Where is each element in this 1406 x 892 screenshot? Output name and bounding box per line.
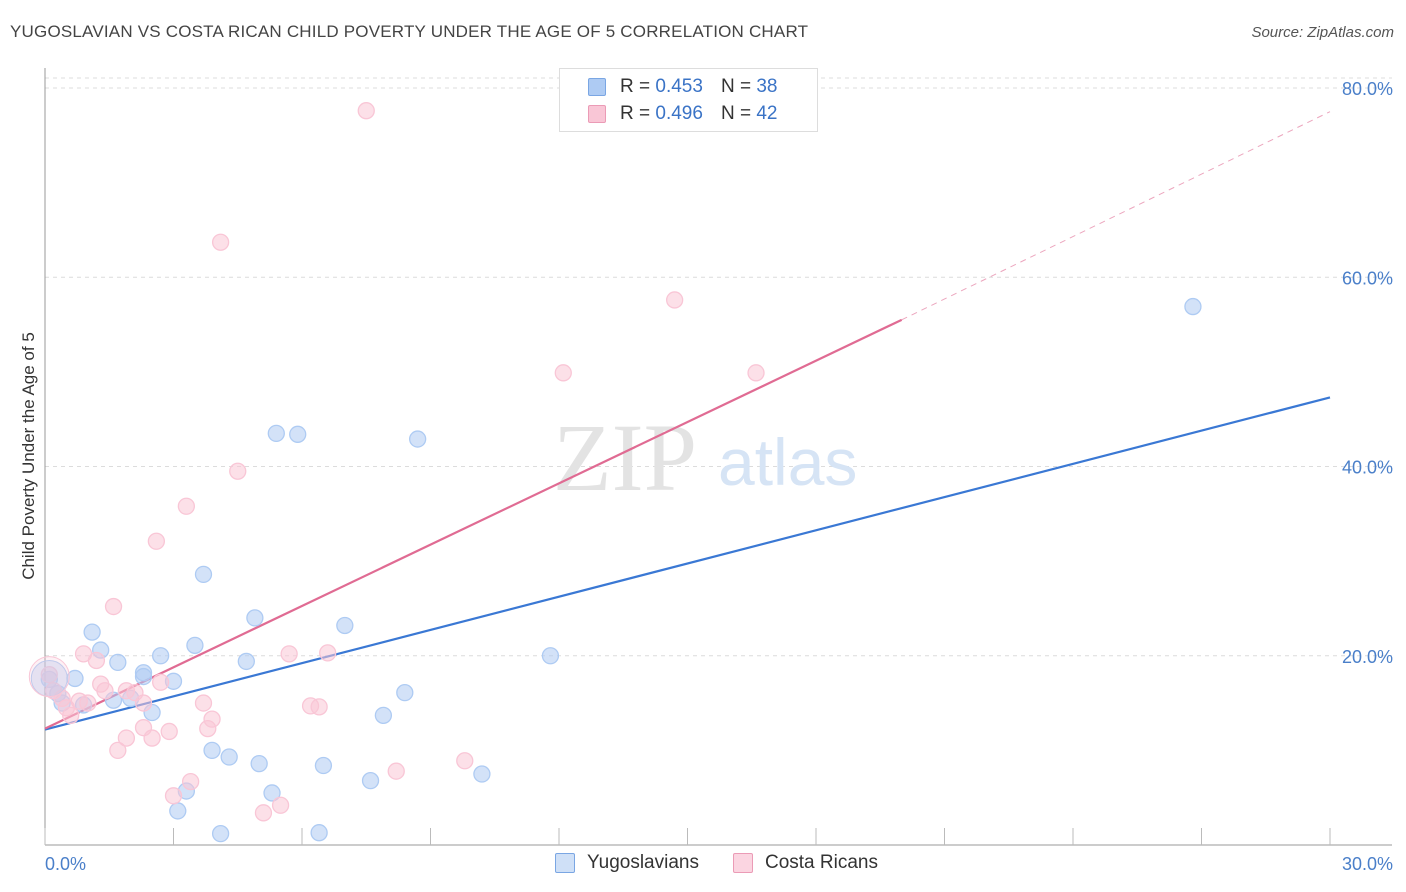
yugoslavian-point: [151, 647, 170, 665]
legend-n-value: 42: [756, 103, 778, 124]
yugoslavian-point: [1184, 297, 1202, 316]
series-legend-item-costa-ricans[interactable]: Costa Ricans: [732, 852, 878, 874]
tick-labels: 20.0% 40.0% 60.0% 80.0% 0.0% 30.0%: [45, 79, 1393, 874]
yugoslavian-point: [310, 824, 328, 842]
costa-rican-point: [229, 462, 247, 480]
costa-rican-point: [40, 666, 58, 684]
costa-rican-point: [87, 651, 106, 670]
yugoslavian-point: [314, 756, 333, 775]
yugoslavian-point: [237, 652, 255, 671]
costa-rican-point: [456, 752, 474, 770]
legend-r-value: 0.496: [655, 103, 703, 124]
costa-rican-point: [117, 729, 136, 747]
yugoslavian-point: [246, 609, 264, 627]
costa-rican-trend-line: [44, 318, 903, 730]
yugoslavian-point: [396, 684, 414, 702]
axes: [44, 68, 1392, 846]
y-tick-label: 20.0%: [1342, 647, 1393, 667]
legend-r-label: R =: [620, 103, 651, 124]
costa-rican-point: [310, 698, 328, 716]
costa-rican-point: [747, 364, 765, 382]
yugoslavian-point: [186, 636, 204, 654]
yugoslavian-point: [169, 802, 187, 820]
costa-rican-point: [177, 497, 196, 515]
costa-rican-point: [79, 694, 97, 712]
yugoslavian-point: [220, 748, 238, 766]
series-legend-label: Yugoslavians: [587, 852, 699, 873]
yugoslavian-point: [289, 425, 307, 443]
yugoslavian-trend-line: [44, 396, 1331, 731]
costa-rican-point: [160, 722, 178, 741]
data-points: [28, 102, 1202, 843]
costa-rican-point: [96, 682, 114, 700]
costa-rican-point: [254, 804, 273, 822]
costa-rican-point: [387, 762, 405, 780]
yugoslavian-point: [83, 623, 101, 641]
legend-n-value: 38: [756, 76, 778, 97]
yugoslavian-point: [267, 424, 285, 443]
costa-rican-point: [203, 710, 221, 728]
y-tick-label: 60.0%: [1342, 268, 1393, 288]
costa-rican-point: [104, 597, 123, 616]
source-label: Source: ZipAtlas.com: [1251, 24, 1394, 41]
legend-row-yugoslavians: R = 0.453 N = 38: [588, 75, 777, 99]
yugoslavian-point: [194, 565, 213, 584]
costa-rican-point: [271, 796, 290, 814]
grid-lines: [45, 77, 1392, 657]
series-legend-label: Costa Ricans: [764, 852, 878, 873]
yugoslavian-point: [408, 430, 427, 448]
y-tick-label: 40.0%: [1342, 458, 1393, 478]
costa-rican-point: [211, 233, 230, 251]
yugoslavian-point: [336, 616, 354, 635]
costa-rican-point: [147, 532, 166, 550]
costa-rican-point: [194, 694, 213, 712]
series-swatch-costa-ricans: [732, 853, 753, 873]
yugoslavian-point: [250, 754, 268, 773]
costa-rican-point: [554, 364, 572, 382]
yugoslavian-point: [211, 824, 230, 843]
series-legend-item-yugoslavians[interactable]: Yugoslavians: [555, 852, 699, 874]
yugoslavian-point: [203, 741, 221, 760]
costa-rican-point: [666, 291, 684, 309]
watermark-zip: ZIP: [553, 404, 697, 511]
yugoslavian-point: [109, 653, 127, 672]
costa-rican-point: [357, 102, 375, 120]
legend-r-value: 0.453: [655, 76, 703, 97]
costa-rican-point-cluster: [28, 656, 70, 698]
x-tick-label: 0.0%: [45, 854, 86, 874]
chart-title: YUGOSLAVIAN VS COSTA RICAN CHILD POVERTY…: [10, 22, 809, 41]
legend-swatch-costa-ricans: [588, 105, 606, 123]
yugoslavian-point: [473, 765, 491, 783]
x-tick-label: 30.0%: [1342, 854, 1393, 874]
costa-rican-trend-extension: [901, 111, 1331, 321]
costa-rican-point: [109, 741, 127, 760]
costa-rican-point: [280, 645, 298, 663]
y-axis-title: Child Poverty Under the Age of 5: [19, 332, 38, 580]
costa-rican-point: [62, 706, 80, 725]
trend-lines: [44, 111, 1331, 731]
costa-rican-point: [151, 673, 170, 691]
series-legend: Yugoslavians Costa Ricans: [555, 852, 912, 874]
costa-rican-point: [319, 644, 337, 662]
legend-n-label: N =: [720, 103, 752, 124]
costa-rican-point: [134, 694, 153, 712]
costa-rican-point: [181, 772, 200, 791]
costa-rican-point: [143, 729, 161, 747]
yugoslavian-point: [134, 667, 153, 686]
legend-row-costa-ricans: R = 0.496 N = 42: [588, 102, 777, 126]
watermark-atlas: atlas: [718, 425, 857, 499]
costa-rican-point: [164, 787, 183, 805]
yugoslavian-point: [541, 647, 560, 665]
yugoslavian-point: [374, 706, 393, 725]
legend-swatch-yugoslavians: [588, 78, 606, 96]
yugoslavian-point: [263, 784, 281, 802]
legend-n-label: N =: [720, 76, 752, 97]
series-swatch-yugoslavians: [555, 853, 575, 873]
correlation-legend: R = 0.453 N = 38 R = 0.496 N = 42: [559, 68, 818, 132]
watermark: ZIP atlas: [553, 404, 857, 511]
yugoslavian-point: [361, 772, 380, 790]
y-tick-label: 80.0%: [1342, 79, 1393, 99]
legend-r-label: R =: [620, 76, 651, 97]
